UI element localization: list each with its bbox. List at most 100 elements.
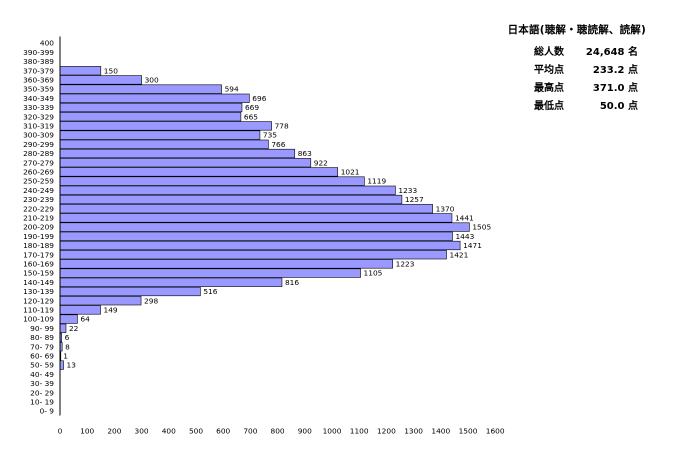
value-label: 1233 — [398, 186, 417, 195]
bar — [59, 268, 361, 278]
x-tick-label: 900 — [298, 427, 312, 436]
x-tick-label: 1600 — [486, 427, 505, 436]
score-summary: 日本語(聴解・聴読解、読解) 総人数 24,648 名 平均点 233.2 点 … — [496, 22, 646, 113]
category-label: 380-389 — [23, 57, 54, 66]
value-label: 22 — [69, 324, 78, 333]
value-label: 64 — [80, 315, 90, 324]
category-label: 20- 29 — [30, 388, 54, 397]
bar — [59, 296, 142, 306]
x-tick-label: 600 — [216, 427, 230, 436]
value-label: 696 — [252, 94, 266, 103]
bar — [59, 277, 283, 287]
value-label: 778 — [275, 122, 289, 131]
value-label: 1021 — [341, 168, 360, 177]
x-tick-label: 400 — [162, 427, 176, 436]
bar — [59, 93, 250, 103]
x-tick-label: 200 — [107, 427, 121, 436]
category-label: 180-189 — [23, 241, 54, 250]
value-label: 149 — [104, 306, 118, 315]
category-label: 10- 19 — [30, 398, 54, 407]
bar — [59, 213, 453, 223]
x-tick-labels-group: 0 100 200 300 400 500 600 700 800 900 1000 1100 1200… — [58, 427, 505, 436]
bar — [59, 84, 222, 94]
stat-value: 233.2 点 — [592, 65, 638, 76]
category-label: 40- 49 — [30, 370, 54, 379]
stat-row-total: 総人数 24,648 名 — [496, 41, 646, 59]
category-label: 140-149 — [23, 278, 54, 287]
value-label: 1257 — [405, 195, 424, 204]
category-label: 110-119 — [23, 306, 54, 315]
bar — [59, 314, 78, 324]
bar — [59, 185, 396, 195]
category-label: 330-339 — [23, 103, 54, 112]
stat-label: 平均点 — [534, 65, 564, 76]
category-label: 220-229 — [23, 204, 54, 213]
value-label: 8 — [65, 342, 70, 351]
stat-row-mean: 平均点 233.2 点 — [496, 59, 646, 77]
bar — [59, 75, 142, 85]
category-label: 200-209 — [23, 223, 54, 232]
summary-title: 日本語(聴解・聴読解、読解) — [507, 24, 646, 36]
value-label: 1105 — [364, 269, 383, 278]
value-label: 922 — [314, 158, 328, 167]
stat-label: 最高点 — [534, 83, 564, 94]
x-tick-label: 1500 — [459, 427, 478, 436]
value-label: 516 — [203, 287, 217, 296]
bar — [59, 259, 393, 269]
bar — [59, 158, 312, 168]
category-labels-group: 400390-399380-389370-379360-369350-35934… — [23, 39, 54, 416]
value-label: 735 — [263, 131, 277, 140]
category-label: 190-199 — [23, 232, 54, 241]
bar — [59, 148, 296, 159]
category-label: 350-359 — [23, 85, 54, 94]
category-label: 260-269 — [23, 168, 54, 177]
category-label: 310-319 — [23, 122, 54, 131]
bar — [59, 222, 470, 232]
category-label: 90- 99 — [30, 324, 54, 333]
category-label: 30- 39 — [30, 379, 54, 388]
value-labels-group: 1503005946966696657787357668639221021111… — [63, 66, 491, 369]
value-label: 669 — [245, 103, 259, 112]
bar — [59, 121, 272, 131]
category-label: 130-139 — [23, 287, 54, 296]
value-label: 665 — [244, 112, 258, 121]
x-tick-label: 1200 — [377, 427, 396, 436]
value-label: 6 — [65, 333, 70, 342]
value-label: 1370 — [436, 204, 455, 213]
category-label: 270-279 — [23, 158, 54, 167]
category-label: 100-109 — [23, 315, 54, 324]
value-label: 1441 — [455, 214, 474, 223]
value-label: 1421 — [450, 250, 469, 259]
category-label: 80- 89 — [30, 333, 54, 342]
category-label: 70- 79 — [30, 342, 54, 351]
bar — [59, 286, 201, 297]
category-label: 280-289 — [23, 149, 54, 158]
bar — [59, 167, 339, 177]
category-label: 120-129 — [23, 296, 54, 305]
bar — [59, 323, 67, 333]
stat-label: 最低点 — [534, 101, 564, 112]
value-label: 816 — [285, 278, 299, 287]
stat-row-min: 最低点 50.0 点 — [496, 95, 646, 113]
category-label: 150-159 — [23, 269, 54, 278]
bar — [59, 102, 243, 113]
x-tick-label: 1400 — [431, 427, 450, 436]
category-label: 170-179 — [23, 250, 54, 259]
category-label: 160-169 — [23, 260, 54, 269]
category-label: 290-299 — [23, 140, 54, 149]
stat-row-max: 最高点 371.0 点 — [496, 77, 646, 95]
category-label: 340-349 — [23, 94, 54, 103]
bar — [59, 360, 64, 370]
category-label: 0- 9 — [40, 407, 55, 416]
value-label: 594 — [225, 85, 239, 94]
category-label: 400 — [40, 39, 54, 48]
category-label: 390-399 — [23, 48, 54, 57]
x-tick-label: 100 — [80, 427, 94, 436]
stat-value: 24,648 名 — [585, 47, 638, 58]
value-label: 150 — [104, 66, 118, 75]
x-tick-label: 1100 — [350, 427, 369, 436]
bar — [59, 66, 102, 76]
value-label: 13 — [67, 361, 77, 370]
value-label: 300 — [145, 76, 159, 85]
